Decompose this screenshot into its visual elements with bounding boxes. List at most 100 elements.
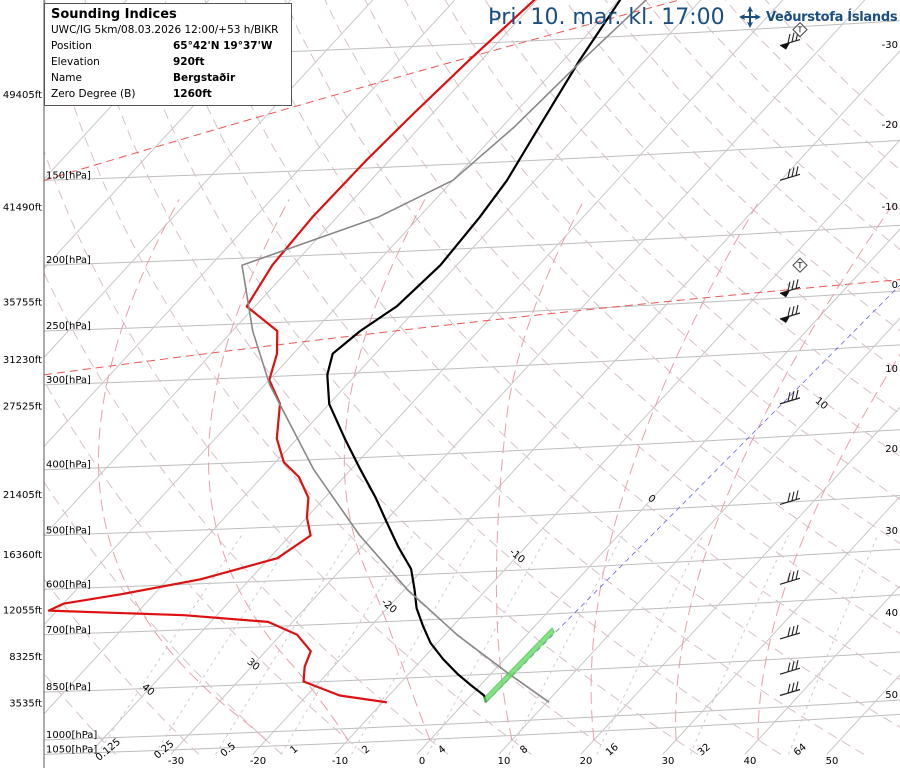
wind-barbs: TT [779, 21, 808, 697]
mixing-ratio-label: 2 [360, 744, 372, 757]
pressure-tick-label: 250[hPa] [46, 321, 91, 332]
bottom-temperature-label: 30 [662, 756, 675, 767]
bottom-temperature-label: -10 [332, 756, 348, 767]
temperature-line [326, 0, 622, 703]
dry-adiabat-line [644, 0, 900, 251]
mixing-ratio-label: 0.125 [94, 737, 123, 764]
right-axis-label: 40 [885, 608, 898, 619]
mixing-ratio-line [788, 535, 879, 755]
dry-adiabat-line [724, 0, 900, 171]
pressure-tick-label: 150[hPa] [46, 170, 91, 181]
barb-flag [791, 626, 795, 636]
barb-flag [791, 491, 795, 501]
barb-flag [791, 682, 795, 692]
bottom-temperature-label: 40 [744, 756, 757, 767]
right-axis-label: 0 [892, 280, 898, 291]
cape-area [483, 627, 555, 704]
elevation-label: Elevation [51, 56, 100, 68]
moist-adiabat-line [98, 199, 267, 741]
mixing-ratio-line [153, 535, 296, 755]
bottom-temperature-label: -20 [250, 756, 266, 767]
dry-adiabat-line [764, 0, 900, 132]
mixing-ratio-label: 16 [604, 742, 621, 759]
barb-flag [787, 572, 791, 582]
barb-flag [787, 168, 791, 178]
info-title: Sounding Indices [51, 7, 177, 22]
pressure-tick-label: 500[hPa] [46, 526, 91, 537]
mixing-ratio-label: 32 [696, 742, 713, 759]
altitude-tick-label: 8325ft [9, 652, 42, 663]
pressure-tick-label: 200[hPa] [46, 255, 91, 266]
dry-adiabat-line [244, 0, 900, 681]
bottom-temperature-label: 20 [580, 756, 593, 767]
wind-barb-pennant [779, 31, 801, 50]
dry-adiabat-line [484, 0, 900, 415]
zero-degree-value: 1260ft [173, 88, 212, 100]
info-row-name: Name Bergstaðir [51, 70, 285, 86]
right-axis-label: 20 [885, 444, 898, 455]
pressure-tick-label: 400[hPa] [46, 460, 91, 471]
pressure-tick-label: 1000[hPa] [46, 730, 97, 741]
barb-flag [791, 280, 795, 290]
isobar-line [44, 344, 900, 386]
marker-diamond [792, 257, 808, 273]
barb-pennant-flag [780, 290, 790, 298]
marker-label: T [797, 261, 803, 270]
marker-label: T [797, 26, 803, 35]
wind-barb [779, 570, 801, 585]
barb-flag [787, 307, 791, 317]
info-row-elevation: Elevation 920ft [51, 54, 285, 70]
right-axis-label: -30 [882, 40, 898, 51]
dry-adiabat-line [44, 578, 200, 755]
bottom-temperature-label: 0 [419, 756, 425, 767]
barb-staff [779, 173, 801, 181]
info-row-zero-degree: Zero Degree (B) 1260ft [51, 86, 285, 102]
dewpoint-line [47, 0, 536, 704]
dry-adiabat-line [44, 271, 449, 755]
mixing-ratio-label: 64 [792, 742, 809, 759]
snowflake-arrows-icon [739, 6, 761, 28]
barb-staff [779, 632, 801, 640]
dry-adiabat-line [684, 0, 900, 211]
dry-adiabat-line [364, 0, 900, 545]
barb-flag [791, 390, 795, 401]
wind-barb [779, 166, 801, 181]
mixing-ratio-label: 1 [288, 744, 300, 757]
sounding-lines [47, 0, 648, 704]
wind-barb-pennant [779, 279, 801, 298]
moist-adiabat-line [495, 199, 585, 741]
mixing-ratio-label: 0.5 [219, 741, 238, 760]
mixing-ratio-line [508, 535, 623, 755]
barb-flag [795, 166, 799, 176]
pressure-tick-label: 1050[hPa] [46, 744, 97, 755]
dry-adiabat-line [284, 0, 900, 635]
isobar-line [44, 713, 900, 755]
tropopause-line [44, 279, 900, 376]
right-axis-label: 30 [885, 526, 898, 537]
wind-barb [779, 490, 801, 506]
axis-labels: 1050[hPa] 1000[hPa] 850[hPa] 700[hPa] 600[hP… [3, 0, 898, 768]
isotherm-line [498, 317, 900, 755]
vedurstofa-logo: Veðurstofa Íslands [738, 5, 898, 29]
bottom-temperature-label: 10 [498, 756, 511, 767]
barb-flag [787, 392, 791, 402]
right-axis-label: 10 [885, 364, 898, 375]
barb-staff [779, 497, 801, 506]
altitude-tick-label: 3535ft [9, 698, 42, 709]
isobar-line [44, 224, 900, 266]
isobar-line [44, 699, 900, 741]
altitude-tick-label: 27525ft [3, 402, 42, 413]
isotherm-line [744, 584, 900, 755]
wind-barb [779, 660, 801, 675]
mixing-ratio-line [596, 535, 704, 755]
barb-pennant-flag [780, 42, 790, 50]
isobar-line [44, 495, 900, 537]
position-label: Position [51, 40, 92, 52]
isotherm-line [416, 228, 900, 755]
right-axis-label: -20 [882, 120, 898, 131]
mixing-ratio-line [426, 535, 548, 755]
barb-flag [791, 571, 795, 581]
dry-adiabat-line [44, 0, 615, 755]
isotherm-line [334, 139, 900, 755]
isotherm-line [44, 0, 620, 626]
